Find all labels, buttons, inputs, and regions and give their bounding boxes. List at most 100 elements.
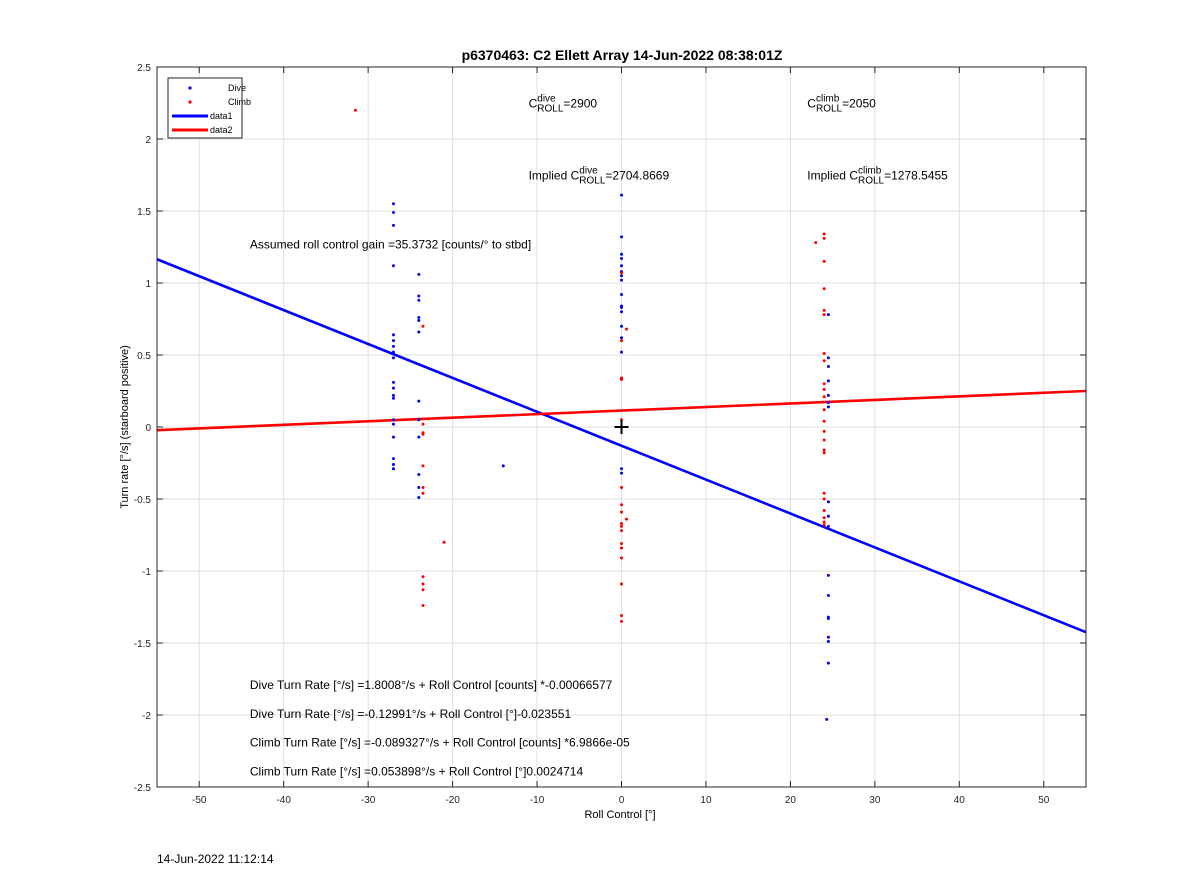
chart-title: p6370463: C2 Ellett Array 14-Jun-2022 08… — [462, 47, 783, 63]
data-point-climb — [421, 422, 425, 426]
data-point-dive — [391, 350, 395, 354]
y-axis-label: Turn rate [°/s] (starboard positive) — [119, 345, 131, 509]
data-point-dive — [620, 467, 623, 471]
data-point-dive — [417, 496, 421, 500]
data-point-climb — [822, 287, 826, 291]
data-point-dive — [826, 356, 830, 360]
footer-timestamp: 14-Jun-2022 11:12:14 — [157, 852, 274, 866]
data-point-dive — [501, 464, 505, 468]
y-tick-label: -1.5 — [134, 639, 152, 650]
x-tick-label: -50 — [192, 795, 207, 806]
data-point-climb — [822, 438, 826, 442]
data-point-dive — [826, 635, 830, 639]
data-point-dive — [391, 344, 395, 348]
legend-box — [167, 77, 243, 139]
x-axis-label: Roll Control [°] — [584, 809, 655, 821]
data-point-dive — [826, 593, 830, 597]
data-point-dive — [391, 462, 395, 466]
legend-label-dive: Dive — [228, 83, 246, 93]
data-point-dive — [620, 471, 623, 475]
data-point-dive — [391, 202, 395, 206]
data-point-dive — [417, 330, 421, 334]
data-point-climb — [822, 419, 826, 423]
data-point-climb — [421, 432, 425, 436]
data-point-climb — [822, 236, 826, 240]
data-point-climb — [620, 521, 623, 525]
x-tick-label: -20 — [445, 795, 460, 806]
data-point-dive — [620, 324, 623, 328]
data-point-dive — [826, 500, 830, 504]
data-point-climb — [822, 429, 826, 433]
fit-line-data1 — [156, 258, 1087, 634]
data-point-dive — [391, 339, 395, 343]
data-point-climb — [822, 259, 826, 263]
data-point-climb — [620, 529, 623, 533]
data-point-dive — [391, 467, 395, 471]
data-point-climb — [442, 540, 446, 544]
data-point-dive — [391, 210, 395, 214]
data-point-dive — [417, 435, 421, 439]
data-point-dive — [391, 223, 395, 227]
data-point-dive — [620, 350, 623, 354]
data-point-climb — [421, 491, 425, 495]
data-point-dive — [417, 298, 421, 302]
data-point-climb — [620, 546, 623, 550]
data-point-dive — [391, 393, 395, 397]
data-points — [353, 108, 830, 721]
origin-marker — [614, 420, 629, 434]
x-tick-label: 30 — [869, 795, 881, 806]
data-point-climb — [620, 510, 623, 514]
data-point-climb — [620, 614, 623, 618]
data-point-dive — [391, 333, 395, 337]
data-point-climb — [822, 232, 826, 236]
data-point-climb — [620, 339, 623, 343]
data-point-climb — [353, 108, 357, 112]
y-tick-label: -0.5 — [134, 495, 152, 506]
data-point-climb — [620, 542, 623, 546]
y-tick-label: 2 — [145, 135, 151, 146]
data-point-dive — [391, 396, 395, 400]
data-point-dive — [620, 252, 623, 256]
legend-label-climb: Climb — [228, 97, 251, 107]
x-tick-label: -30 — [361, 795, 376, 806]
data-point-dive — [620, 193, 623, 197]
data-point-dive — [826, 661, 830, 665]
data-point-dive — [826, 401, 830, 405]
y-tick-label: 2.5 — [137, 63, 151, 74]
annotation-coefficient: Cdive ROLL=2900 — [529, 93, 598, 114]
annotation-text: Dive Turn Rate [°/s] =-0.12991°/s + Roll… — [250, 707, 572, 721]
x-tick-label: -10 — [530, 795, 545, 806]
data-point-dive — [417, 418, 421, 422]
y-tick-label: -1 — [142, 567, 151, 578]
data-point-climb — [620, 503, 623, 507]
data-point-dive — [417, 399, 421, 403]
data-point-climb — [620, 377, 623, 381]
data-point-climb — [421, 588, 425, 592]
data-point-climb — [822, 395, 826, 399]
data-point-climb — [822, 408, 826, 412]
y-tick-label: -2.5 — [134, 783, 152, 794]
y-tick-label: 1.5 — [137, 207, 151, 218]
data-point-dive — [417, 294, 421, 298]
data-point-climb — [620, 271, 623, 275]
data-point-dive — [391, 264, 395, 268]
data-point-climb — [620, 524, 623, 528]
data-point-climb — [822, 308, 826, 312]
data-point-dive — [417, 318, 421, 322]
data-point-climb — [822, 520, 826, 524]
data-point-dive — [417, 272, 421, 276]
annotation-coefficient: Cclimb ROLL=2050 — [807, 93, 876, 114]
data-point-climb — [620, 619, 623, 623]
data-point-dive — [391, 418, 395, 422]
data-point-climb — [625, 327, 629, 331]
data-point-climb — [620, 582, 623, 586]
data-point-dive — [391, 356, 395, 360]
annotation-text: Dive Turn Rate [°/s] =1.8008°/s + Roll C… — [250, 678, 613, 692]
data-point-climb — [822, 523, 826, 527]
legend: Dive Climb data1 data2 — [167, 77, 251, 139]
legend-label-data2: data2 — [210, 125, 233, 135]
data-point-dive — [620, 274, 623, 278]
data-point-dive — [620, 257, 623, 261]
data-point-dive — [620, 293, 623, 297]
